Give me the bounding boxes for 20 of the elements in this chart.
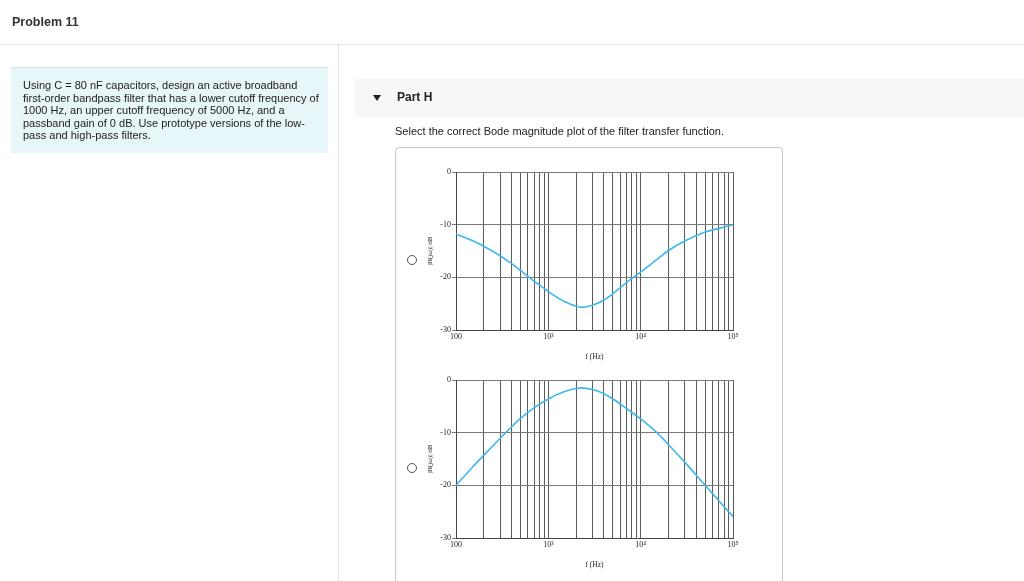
- x-tick-label: 100: [450, 331, 462, 341]
- x-tick-label: 100: [450, 539, 462, 549]
- chart-title: Part H: [397, 90, 433, 104]
- x-tick-label: 10⁵: [727, 331, 739, 341]
- x-tick-label: 10³: [543, 539, 555, 549]
- text: Using C = 80 nF capacitors, design an active broadband first-order bandpass filter that has a lower cutoff frequency of 1000 Hz, an upper cutoff frequency of 5000 Hz, and a passband gain of 0 dB. Use prototype versions of the low-pass and high-pass filters.: [23, 79, 319, 142]
- chart-subtitle: Select the correct Bode magnitude plot of the filter transfer function.: [395, 125, 724, 137]
- text: Problem 11: [12, 15, 79, 29]
- y-tick-label: -10: [440, 427, 451, 437]
- x-tick-label: 10⁴: [635, 331, 647, 341]
- y-tick-label: -30: [440, 325, 451, 335]
- y-tick-label: -30: [440, 533, 451, 543]
- y-tick-label: -10: [440, 219, 451, 229]
- x-tick-label: 10⁴: [635, 539, 647, 549]
- x-tick-label: 10³: [543, 331, 555, 341]
- x-tick-label: 10⁵: [727, 539, 739, 549]
- y-tick-label: 0: [447, 167, 451, 177]
- y-tick-label: -20: [440, 272, 451, 282]
- y-tick-label: -20: [440, 480, 451, 490]
- y-tick-label: 0: [447, 375, 451, 385]
